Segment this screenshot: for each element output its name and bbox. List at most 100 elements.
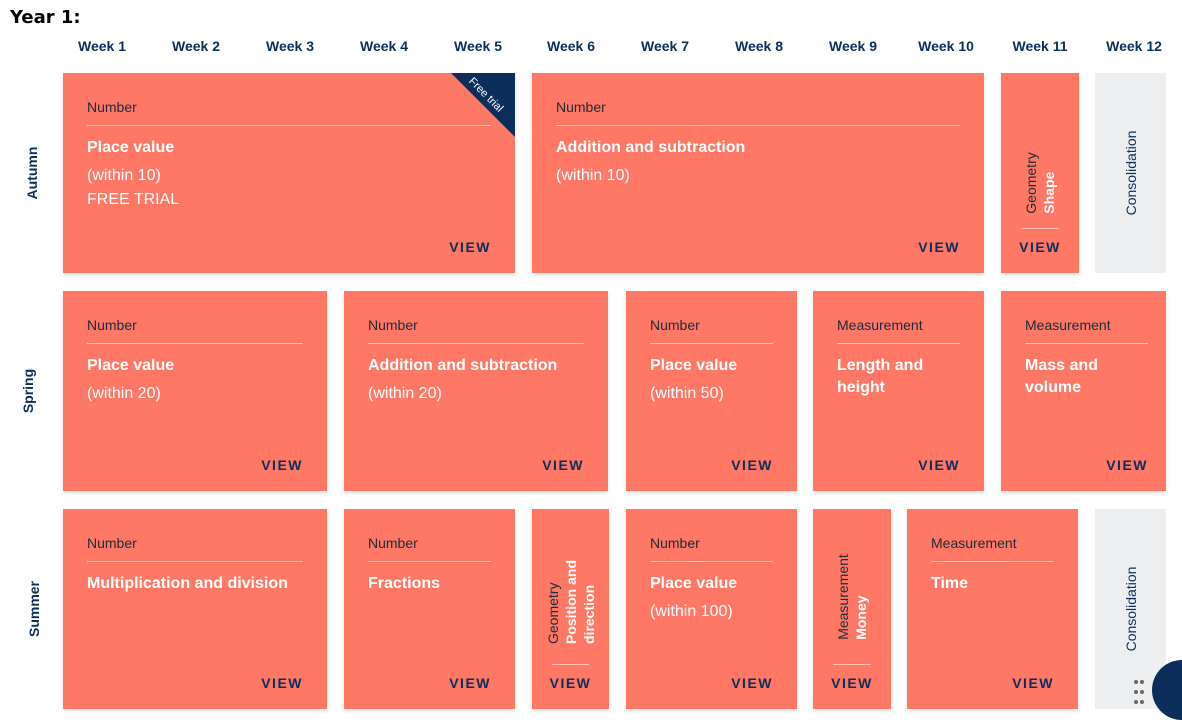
unit-card-autumn-consolidation[interactable]: Consolidation — [1095, 73, 1166, 273]
card-category: Number — [556, 99, 606, 115]
view-button[interactable]: VIEW — [449, 239, 491, 255]
unit-card-summer-money[interactable]: Measurement Money VIEW — [813, 509, 891, 709]
card-vertical-text: Geometry Shape — [1022, 152, 1058, 213]
view-button[interactable]: VIEW — [731, 457, 773, 473]
card-category: Measurement — [931, 535, 1017, 551]
card-divider — [87, 125, 491, 126]
card-title: Place value — [87, 357, 175, 374]
week-header-12: Week 12 — [1106, 38, 1162, 54]
card-category: Geometry — [544, 582, 561, 644]
view-button[interactable]: VIEW — [831, 675, 873, 691]
card-divider — [87, 343, 303, 344]
view-button[interactable]: VIEW — [918, 457, 960, 473]
card-divider — [87, 561, 303, 562]
week-header-6: Week 6 — [547, 38, 595, 54]
week-header-4: Week 4 — [360, 38, 408, 54]
drag-handle-icon[interactable] — [1133, 675, 1147, 705]
card-title: Consolidation — [1122, 130, 1139, 216]
card-category: Number — [368, 317, 418, 333]
card-title: Multiplication and division — [87, 575, 288, 592]
card-title: Place value — [650, 357, 738, 374]
card-category: Number — [87, 535, 137, 551]
card-category: Number — [87, 99, 137, 115]
week-header-5: Week 5 — [454, 38, 502, 54]
card-title: Fractions — [368, 575, 441, 592]
card-divider — [650, 343, 773, 344]
card-title: Length and height — [837, 357, 924, 396]
card-divider — [650, 561, 773, 562]
card-category: Measurement — [837, 317, 923, 333]
week-header-9: Week 9 — [829, 38, 877, 54]
week-header-10: Week 10 — [918, 38, 974, 54]
card-divider — [556, 125, 960, 126]
card-category: Number — [87, 317, 137, 333]
card-subtitle: (within 100) — [650, 603, 733, 620]
card-title: Mass and volume — [1025, 357, 1098, 396]
card-divider — [1025, 343, 1148, 344]
week-header-3: Week 3 — [266, 38, 314, 54]
card-divider — [931, 561, 1054, 562]
unit-card-summer-position-direction[interactable]: Geometry Position and direction VIEW — [532, 509, 609, 709]
week-header-2: Week 2 — [172, 38, 220, 54]
week-header-11: Week 11 — [1012, 38, 1068, 54]
card-divider — [368, 561, 491, 562]
card-title: Shape — [1041, 171, 1057, 214]
view-button[interactable]: VIEW — [542, 457, 584, 473]
year-title: Year 1: — [10, 7, 81, 28]
card-category: Number — [650, 535, 700, 551]
week-header-1: Week 1 — [78, 38, 126, 54]
card-subtitle: (within 10) — [556, 167, 630, 184]
term-label-autumn: Autumn — [24, 146, 40, 200]
card-category: Number — [368, 535, 418, 551]
card-title: Place value — [650, 575, 738, 592]
week-header-8: Week 8 — [735, 38, 783, 54]
unit-card-spring-place-value[interactable]: Number Place value (within 20) VIEW — [63, 291, 327, 491]
view-button[interactable]: VIEW — [261, 675, 303, 691]
view-button[interactable]: VIEW — [731, 675, 773, 691]
card-category: Measurement — [1025, 317, 1111, 333]
unit-card-spring-place-value-50[interactable]: Number Place value (within 50) VIEW — [626, 291, 797, 491]
card-title: Position and direction — [562, 560, 597, 644]
card-divider — [837, 343, 960, 344]
card-divider — [368, 343, 584, 344]
view-button[interactable]: VIEW — [449, 675, 491, 691]
card-subtitle: (within 10) — [87, 167, 161, 184]
unit-card-spring-addition-subtraction[interactable]: Number Addition and subtraction (within … — [344, 291, 608, 491]
unit-card-spring-length-height[interactable]: Measurement Length and height VIEW — [813, 291, 984, 491]
card-category: Geometry — [1023, 152, 1039, 214]
card-title: Consolidation — [1122, 566, 1139, 652]
view-button[interactable]: VIEW — [1019, 239, 1061, 255]
unit-card-summer-fractions[interactable]: Number Fractions VIEW — [344, 509, 515, 709]
free-trial-ribbon — [451, 73, 515, 137]
unit-card-summer-time[interactable]: Measurement Time VIEW — [907, 509, 1078, 709]
card-divider — [833, 664, 871, 665]
card-note: FREE TRIAL — [87, 191, 180, 208]
card-title: Place value — [87, 139, 175, 156]
unit-card-summer-multiplication-division[interactable]: Number Multiplication and division VIEW — [63, 509, 327, 709]
unit-card-autumn-addition-subtraction[interactable]: Number Addition and subtraction (within … — [532, 73, 984, 273]
unit-card-summer-place-value-100[interactable]: Number Place value (within 100) VIEW — [626, 509, 797, 709]
card-subtitle: (within 50) — [650, 385, 724, 402]
card-subtitle: (within 20) — [87, 385, 161, 402]
view-button[interactable]: VIEW — [1106, 457, 1148, 473]
unit-card-spring-mass-volume[interactable]: Measurement Mass and volume VIEW — [1001, 291, 1166, 491]
view-button[interactable]: VIEW — [1012, 675, 1054, 691]
card-title: Addition and subtraction — [368, 357, 558, 374]
card-category: Measurement — [835, 554, 851, 640]
card-subtitle: (within 20) — [368, 385, 442, 402]
week-header-7: Week 7 — [641, 38, 689, 54]
card-title: Time — [931, 575, 969, 592]
unit-card-autumn-place-value[interactable]: Number Place value (within 10) FREE TRIA… — [63, 73, 515, 273]
card-title: Money — [853, 595, 869, 640]
view-button[interactable]: VIEW — [549, 675, 592, 691]
card-vertical-text: Geometry Position and direction — [544, 534, 598, 644]
card-divider — [1021, 228, 1059, 229]
card-title: Addition and subtraction — [556, 139, 746, 156]
card-divider — [552, 664, 589, 665]
view-button[interactable]: VIEW — [918, 239, 960, 255]
view-button[interactable]: VIEW — [261, 457, 303, 473]
card-vertical-text: Measurement Money — [834, 554, 870, 640]
card-category: Number — [650, 317, 700, 333]
unit-card-autumn-shape[interactable]: Geometry Shape VIEW — [1001, 73, 1079, 273]
term-label-summer: Summer — [26, 580, 42, 638]
